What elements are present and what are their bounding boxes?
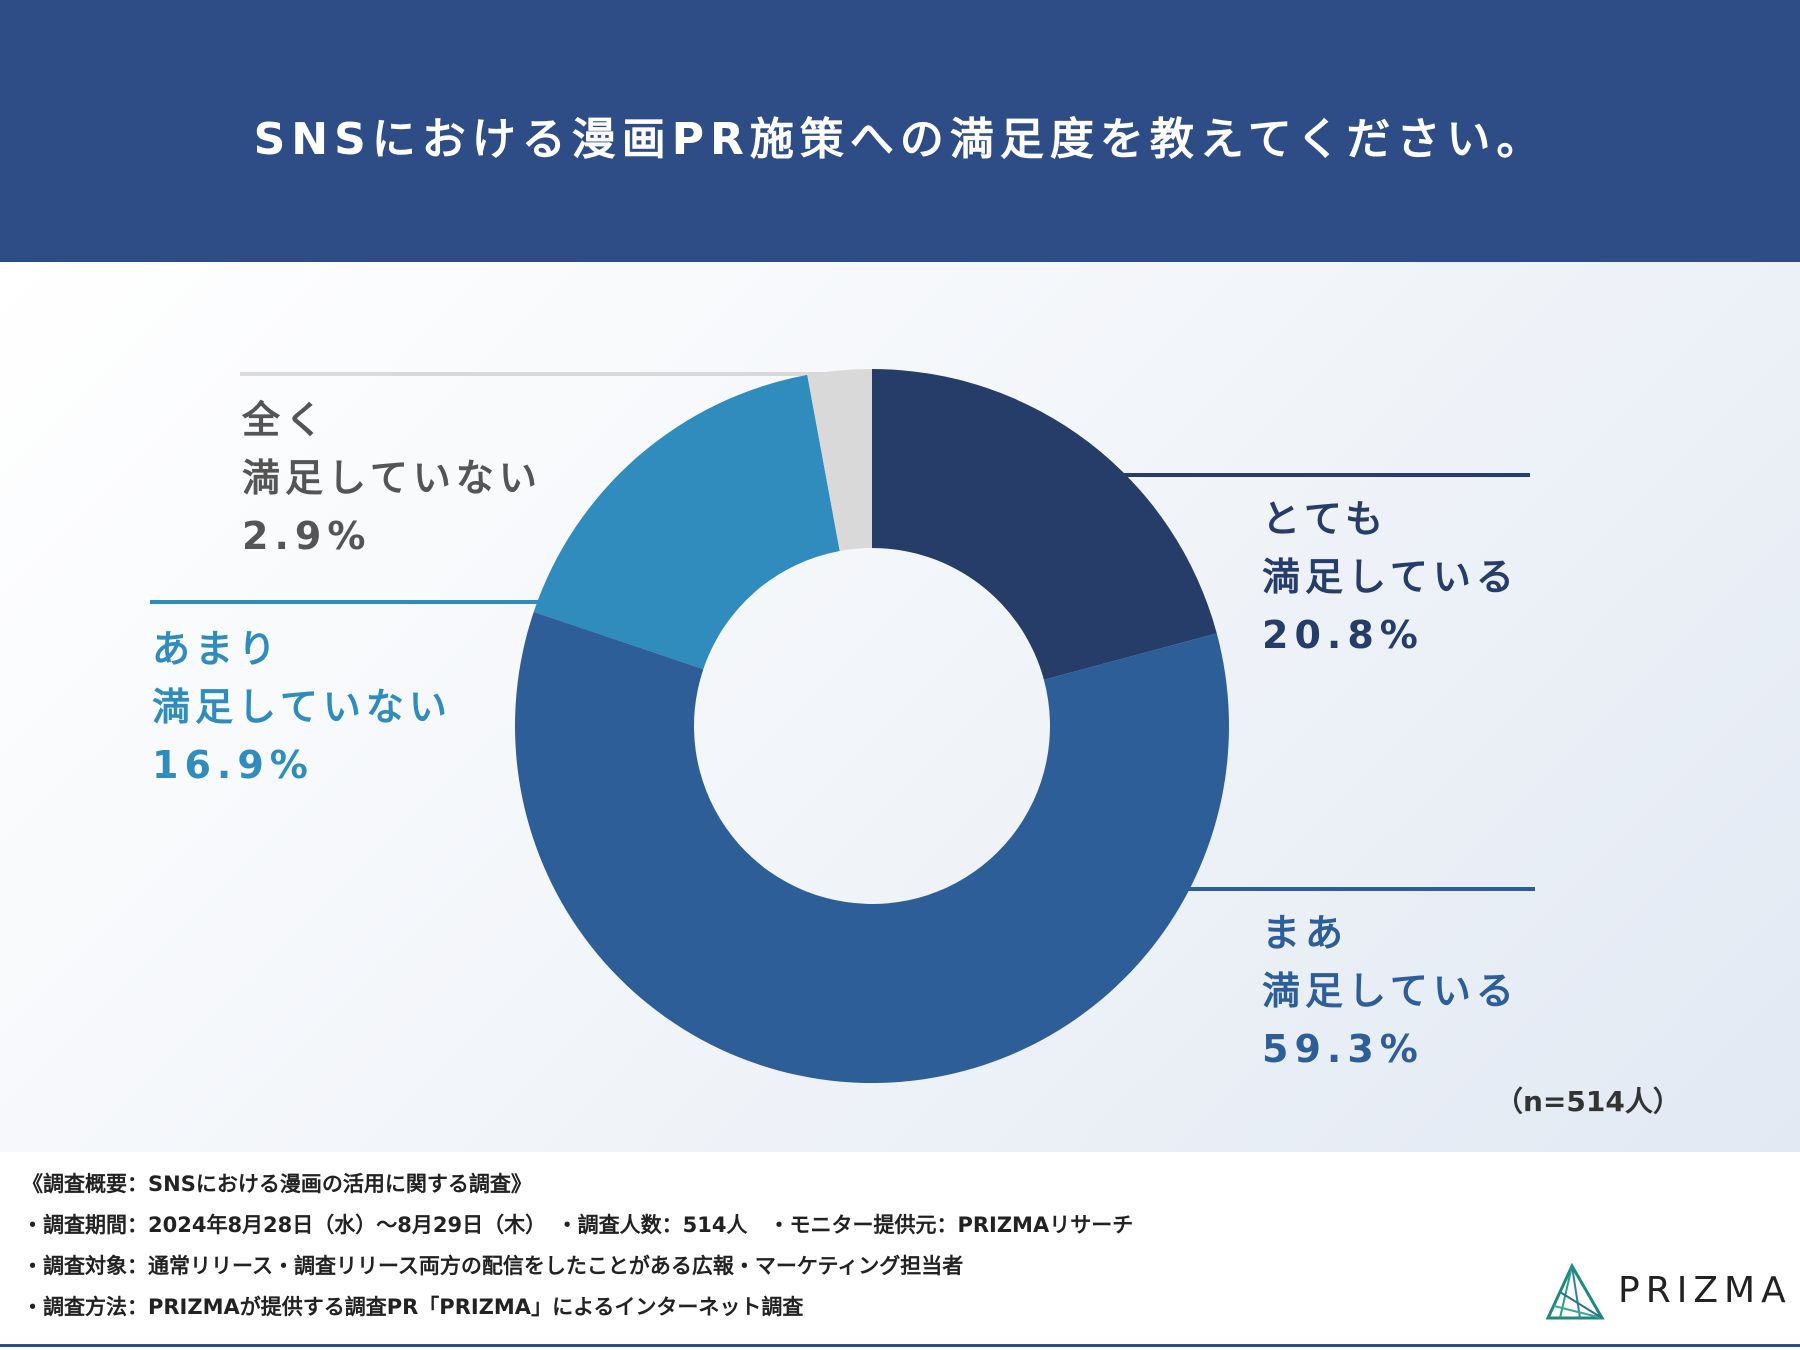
label-not-at-all-satisfied-line2: 満足していない <box>242 456 542 500</box>
slice-very-satisfied <box>872 369 1217 680</box>
slice-somewhat-satisfied <box>515 611 1229 1083</box>
label-not-very-satisfied: あまり 満足していない 16.9% <box>152 620 452 794</box>
label-somewhat-satisfied-line1: まあ <box>1262 911 1349 955</box>
label-not-very-satisfied-line2: 満足していない <box>152 685 452 729</box>
prizma-logo: PRIZMA <box>1540 1262 1786 1322</box>
label-not-at-all-satisfied-pct: 2.9% <box>242 514 372 558</box>
survey-summary: 《調査概要：SNSにおける漫画の活用に関する調査》 ・調査期間：2024年8月2… <box>0 1152 1800 1350</box>
prizma-logo-icon <box>1545 1262 1605 1320</box>
label-not-very-satisfied-line1: あまり <box>152 627 282 671</box>
label-very-satisfied: とても 満足している 20.8% <box>1262 490 1519 664</box>
label-not-very-satisfied-pct: 16.9% <box>152 743 314 787</box>
chart-title: SNSにおける漫画PR施策への満足度を教えてください。 <box>253 114 1547 165</box>
footer-divider <box>0 1344 1800 1347</box>
chart-area <box>0 262 1800 1152</box>
sample-size-note: （n=514人） <box>1495 1085 1681 1118</box>
label-very-satisfied-line2: 満足している <box>1262 555 1519 599</box>
survey-target: ・調査対象：通常リリース・調査リリース両方の配信をしたことがある広報・マーケティ… <box>22 1254 964 1278</box>
header-banner: SNSにおける漫画PR施策への満足度を教えてください。 <box>0 0 1800 262</box>
prizma-logo-text: PRIZMA <box>1618 1270 1792 1311</box>
label-somewhat-satisfied: まあ 満足している 59.3% <box>1262 904 1519 1078</box>
label-not-at-all-satisfied-line1: 全く <box>242 398 329 442</box>
slice-not-very-satisfied <box>533 374 840 670</box>
survey-summary-title: 《調査概要：SNSにおける漫画の活用に関する調査》 <box>22 1172 532 1196</box>
slice-not-at-all-satisfied <box>807 369 872 551</box>
donut-chart <box>150 369 1535 1083</box>
survey-method: ・調査方法：PRIZMAが提供する調査PR「PRIZMA」によるインターネット調… <box>22 1295 804 1319</box>
label-very-satisfied-line1: とても <box>1262 497 1388 541</box>
label-somewhat-satisfied-pct: 59.3% <box>1262 1027 1424 1071</box>
label-not-at-all-satisfied: 全く 満足していない 2.9% <box>242 391 542 565</box>
label-very-satisfied-pct: 20.8% <box>1262 613 1424 657</box>
survey-period: ・調査期間：2024年8月28日（水）〜8月29日（木） ・調査人数：514人 … <box>22 1213 1134 1237</box>
label-somewhat-satisfied-line2: 満足している <box>1262 969 1519 1013</box>
